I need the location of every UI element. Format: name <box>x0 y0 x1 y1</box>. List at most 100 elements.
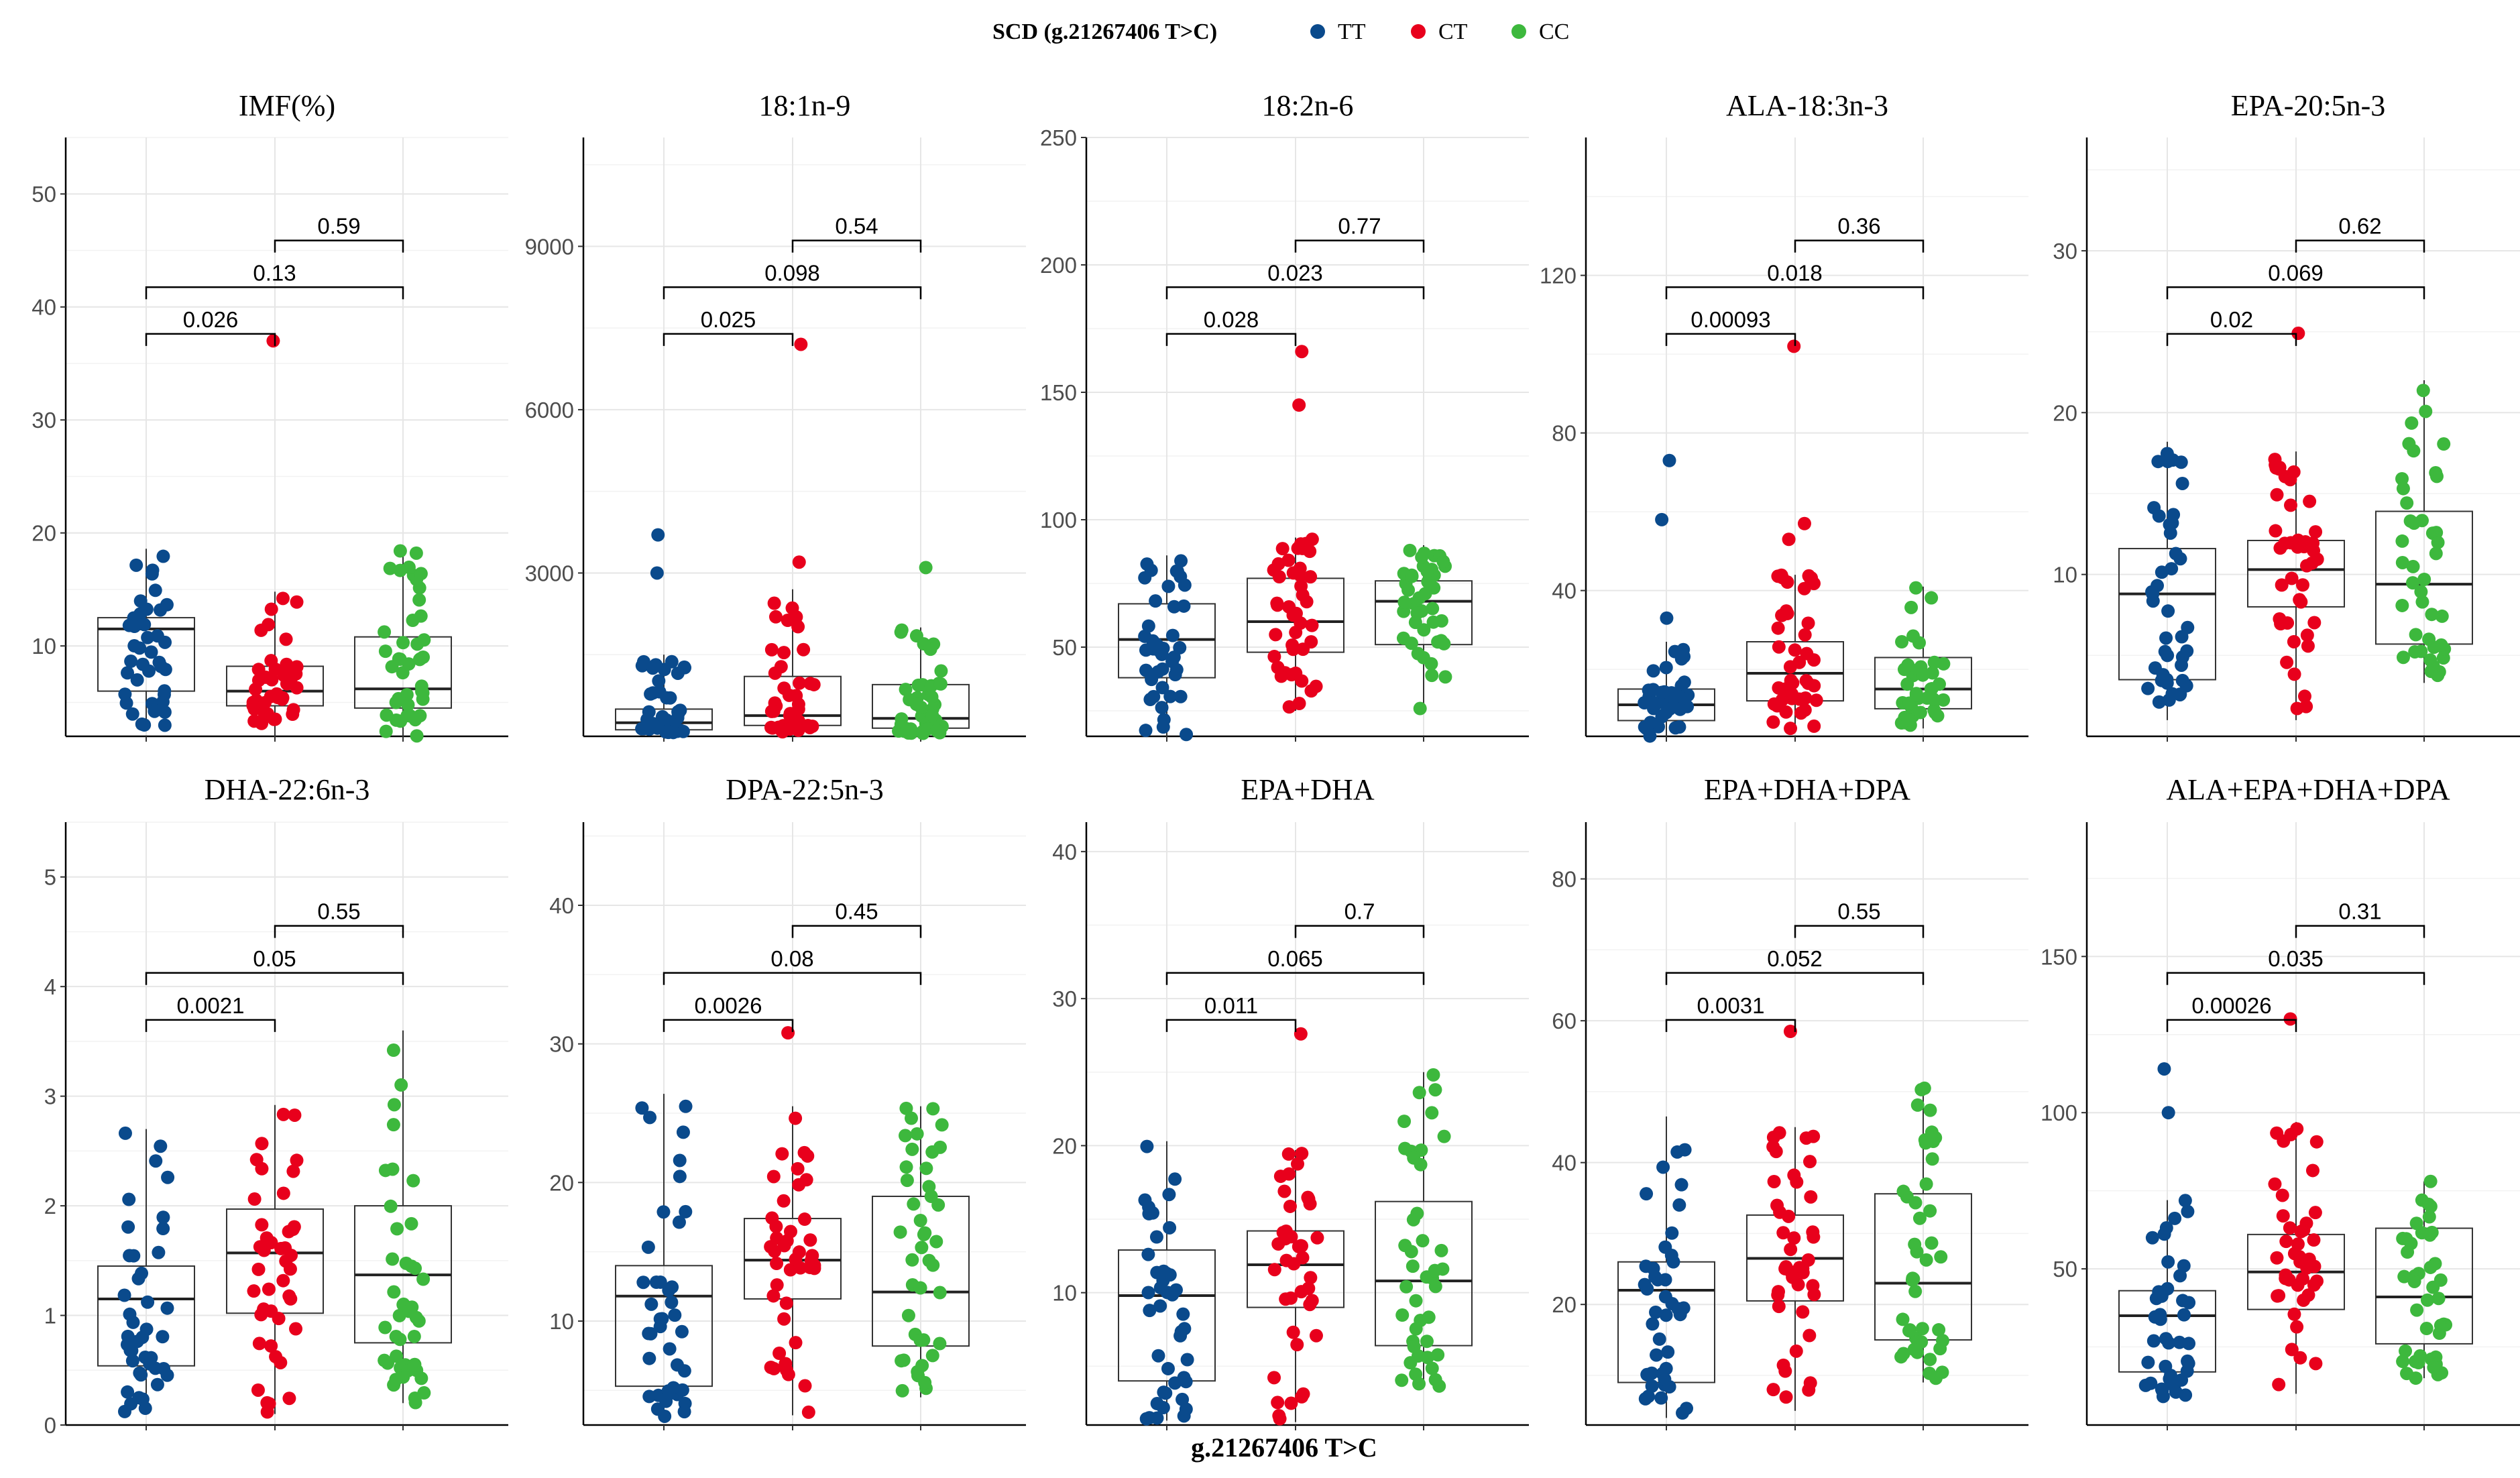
data-point <box>278 1241 292 1255</box>
data-point <box>2402 437 2416 451</box>
data-point <box>1177 599 1191 613</box>
data-point <box>409 546 423 560</box>
p-value-label: 0.025 <box>701 307 756 332</box>
data-point <box>1173 689 1188 703</box>
data-point <box>1908 1284 1923 1298</box>
data-point <box>410 637 424 651</box>
data-point <box>416 1272 431 1286</box>
data-point <box>404 1216 418 1231</box>
data-point <box>925 1349 939 1363</box>
data-point <box>1784 1243 1798 1257</box>
data-point <box>122 1192 136 1206</box>
data-point <box>1919 1177 1933 1191</box>
data-point <box>286 1223 300 1237</box>
data-point <box>158 718 172 732</box>
p-value-label: 0.00093 <box>1691 307 1770 332</box>
significance-bracket <box>1165 333 1297 346</box>
data-point <box>386 1252 400 1266</box>
data-point <box>2293 593 2307 607</box>
data-point <box>663 1342 677 1356</box>
data-point <box>1673 1308 1687 1322</box>
data-point <box>1766 1130 1780 1144</box>
p-value-label: 0.02 <box>2210 307 2253 332</box>
data-point <box>2287 1307 2301 1321</box>
p-value-label: 0.77 <box>1338 214 1381 239</box>
data-point <box>675 1324 689 1339</box>
data-point <box>1674 1178 1688 1192</box>
data-point <box>1425 1361 1439 1375</box>
data-point <box>918 1375 932 1389</box>
data-point <box>2174 455 2188 469</box>
data-point <box>1772 1300 1786 1314</box>
data-point <box>2175 1373 2189 1387</box>
data-point <box>2279 1235 2293 1249</box>
significance-bracket <box>2166 286 2425 300</box>
significance-bracket <box>1294 239 1425 253</box>
data-point <box>267 712 281 726</box>
significance-bracket <box>791 239 922 253</box>
data-point <box>801 1405 815 1419</box>
p-value-label: 0.0021 <box>177 993 245 1018</box>
data-point <box>1305 618 1319 632</box>
data-point <box>2429 547 2443 561</box>
data-point <box>2269 524 2283 538</box>
data-point <box>2283 1221 2297 1235</box>
data-point <box>286 707 300 722</box>
data-point <box>642 705 656 719</box>
data-point <box>1642 683 1656 697</box>
data-point <box>677 1364 691 1378</box>
data-point <box>1290 1338 1304 1352</box>
data-point <box>288 1108 302 1122</box>
data-point <box>246 699 260 713</box>
data-point <box>1404 1245 1418 1259</box>
data-point <box>905 1111 919 1125</box>
data-point <box>2409 1216 2423 1231</box>
data-point <box>138 1402 152 1416</box>
significance-bracket <box>274 925 404 938</box>
p-value-label: 0.45 <box>835 899 878 924</box>
data-point <box>2145 585 2159 599</box>
data-point <box>254 623 268 637</box>
y-tick-label: 6000 <box>525 398 574 422</box>
data-point <box>156 1222 170 1236</box>
data-point <box>1155 662 1169 676</box>
data-point <box>276 1186 290 1200</box>
data-point <box>2299 699 2313 714</box>
data-point <box>1932 677 1946 691</box>
p-value-label: 0.098 <box>764 260 820 285</box>
data-point <box>1139 724 1153 738</box>
data-point <box>279 632 293 646</box>
data-point <box>2178 1194 2192 1208</box>
data-point <box>264 654 278 668</box>
data-point <box>396 636 410 650</box>
p-value-label: 0.023 <box>1267 260 1323 285</box>
data-point <box>2179 1388 2193 1402</box>
significance-bracket <box>1665 1019 1796 1032</box>
outlier-point <box>1292 398 1306 412</box>
data-point <box>158 684 172 698</box>
data-point <box>2162 1336 2176 1350</box>
data-point <box>1788 643 1802 657</box>
data-point <box>2147 501 2161 515</box>
legend-label-ct: CT <box>1438 19 1468 44</box>
data-point <box>1801 1253 1815 1267</box>
data-point <box>1150 1411 1164 1425</box>
data-point <box>2161 455 2175 469</box>
significance-bracket <box>2166 333 2297 346</box>
data-point <box>1178 578 1192 592</box>
data-point <box>2309 1135 2324 1149</box>
data-point <box>660 724 674 738</box>
outlier-point <box>1295 345 1309 359</box>
y-tick-label: 80 <box>1552 867 1577 892</box>
data-point <box>2396 1355 2410 1369</box>
data-point <box>121 1385 135 1399</box>
data-point <box>1295 674 1309 688</box>
panel-title: IMF(%) <box>239 89 335 122</box>
data-point <box>2395 534 2409 548</box>
data-point <box>777 681 791 695</box>
data-point <box>1157 713 1171 727</box>
y-tick-label: 20 <box>1552 1292 1577 1317</box>
data-point <box>2161 604 2175 618</box>
data-point <box>643 718 657 732</box>
data-point <box>2173 1335 2187 1349</box>
